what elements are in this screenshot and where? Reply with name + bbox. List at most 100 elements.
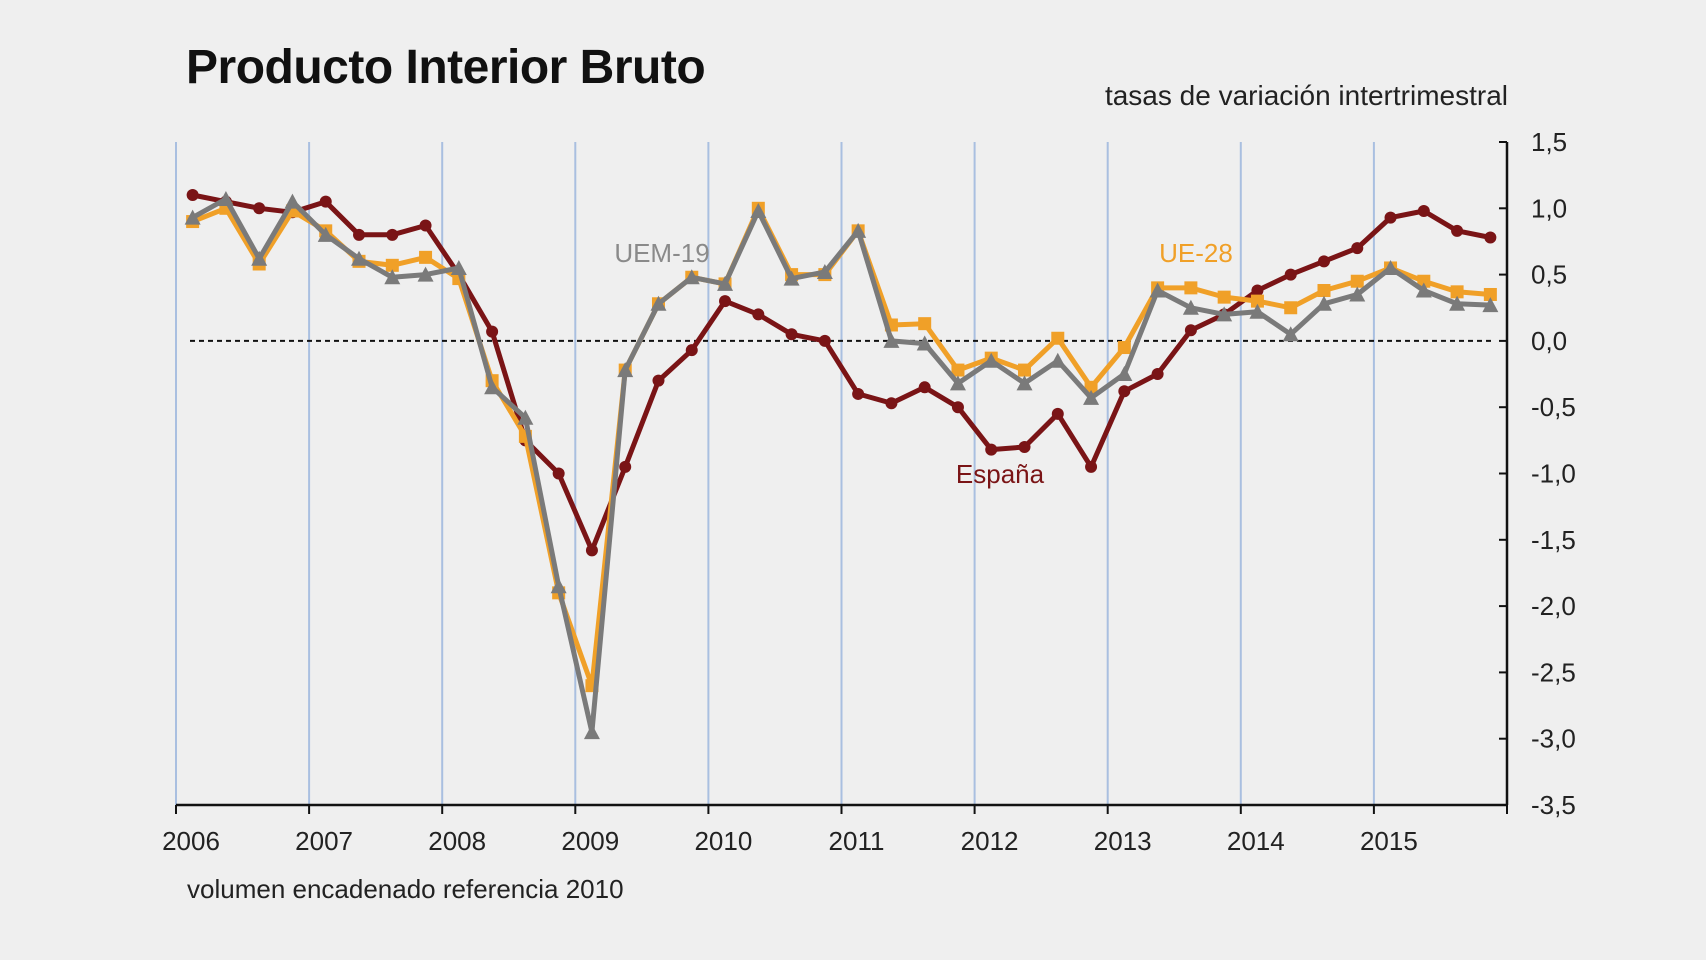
data-point xyxy=(1317,284,1331,298)
data-point xyxy=(450,259,467,275)
data-point xyxy=(384,269,401,285)
data-point xyxy=(585,544,598,557)
y-tick-label: -1,0 xyxy=(1531,459,1576,489)
data-point xyxy=(850,222,867,238)
data-point xyxy=(1149,282,1166,298)
data-point xyxy=(1449,295,1466,311)
axes: 2006 2007 2008 2009 2010 2011 2012 2013 2014 2015… xyxy=(162,127,1576,856)
data-point xyxy=(253,202,266,215)
data-point xyxy=(1251,284,1264,297)
x-tick-label: 2008 xyxy=(428,826,486,856)
data-point xyxy=(1116,366,1133,382)
data-point xyxy=(386,228,399,241)
data-point xyxy=(918,381,931,394)
data-point xyxy=(1350,274,1364,288)
data-point xyxy=(1415,282,1432,298)
data-point xyxy=(1351,242,1364,255)
x-tick-label: 2015 xyxy=(1360,826,1418,856)
x-tick-label: 2010 xyxy=(694,826,752,856)
data-point xyxy=(1018,440,1031,453)
y-tick-label: 0,5 xyxy=(1531,260,1567,290)
data-point xyxy=(650,295,667,311)
data-point xyxy=(1049,352,1066,368)
data-point xyxy=(785,328,798,341)
y-tick-label: -2,0 xyxy=(1531,591,1576,621)
data-point xyxy=(1250,294,1264,308)
data-point xyxy=(1417,274,1431,288)
data-point xyxy=(1484,231,1497,244)
data-point xyxy=(1249,303,1266,319)
data-point xyxy=(1482,297,1499,313)
data-point xyxy=(186,189,199,202)
data-point xyxy=(1182,299,1199,315)
chart-subtitle: tasas de variación intertrimestral xyxy=(1104,80,1508,111)
data-point xyxy=(951,363,965,377)
data-point xyxy=(1284,268,1297,281)
y-tick-label: -3,0 xyxy=(1531,724,1576,754)
data-point xyxy=(1184,324,1197,337)
y-tick-label: 0,0 xyxy=(1531,326,1567,356)
data-point xyxy=(552,467,565,480)
data-point xyxy=(683,269,700,285)
data-point xyxy=(1317,255,1330,268)
x-tick-label: 2007 xyxy=(295,826,353,856)
data-point xyxy=(583,724,600,740)
data-point xyxy=(284,193,301,209)
data-point xyxy=(1382,259,1399,275)
x-tick-label: 2009 xyxy=(561,826,619,856)
data-point xyxy=(317,226,334,242)
data-point xyxy=(685,344,698,357)
data-point xyxy=(1450,285,1464,299)
data-point xyxy=(951,401,964,414)
data-point xyxy=(319,195,332,208)
data-point xyxy=(949,375,966,391)
series-espa-a xyxy=(186,189,1497,557)
data-point xyxy=(1483,287,1497,301)
data-point xyxy=(1384,211,1397,224)
data-point xyxy=(517,409,534,425)
series-label: España xyxy=(956,459,1045,489)
data-point xyxy=(385,258,399,272)
x-tick-label: 2011 xyxy=(829,826,885,856)
series-uem-19 xyxy=(184,191,1499,740)
data-point xyxy=(1118,385,1131,398)
data-point xyxy=(916,335,933,351)
data-point xyxy=(184,209,201,225)
data-point xyxy=(985,443,998,456)
data-point xyxy=(885,397,898,410)
data-point xyxy=(1184,281,1198,295)
data-point xyxy=(783,270,800,286)
data-point xyxy=(918,317,932,331)
series-line xyxy=(191,196,1491,735)
series-labels: UEM-19 UE-28 España xyxy=(614,238,1233,489)
series-label: UE-28 xyxy=(1159,238,1233,268)
data-point xyxy=(1417,204,1430,217)
x-tick-label: 2013 xyxy=(1094,826,1152,856)
data-point xyxy=(883,332,900,348)
data-point xyxy=(652,374,665,387)
data-point xyxy=(617,362,634,378)
data-point xyxy=(818,334,831,347)
data-point xyxy=(1151,368,1164,381)
series xyxy=(184,189,1499,740)
y-tick-label: -3,5 xyxy=(1531,790,1576,820)
data-point xyxy=(1282,326,1299,342)
data-point xyxy=(550,578,567,594)
data-point xyxy=(983,352,1000,368)
data-point xyxy=(486,325,499,338)
data-point xyxy=(351,250,368,266)
data-point xyxy=(1018,363,1032,377)
x-tick-label: 2014 xyxy=(1227,826,1285,856)
y-tick-label: -2,5 xyxy=(1531,657,1576,687)
data-point xyxy=(217,191,234,207)
chart-title: Producto Interior Bruto xyxy=(186,41,706,94)
data-point xyxy=(1083,389,1100,405)
series-label: UEM-19 xyxy=(614,238,709,268)
y-tick-label: -0,5 xyxy=(1531,392,1576,422)
data-point xyxy=(417,266,434,282)
y-tick-label: -1,5 xyxy=(1531,525,1576,555)
data-point xyxy=(1051,407,1064,420)
data-point xyxy=(1284,301,1298,315)
data-point xyxy=(1451,224,1464,237)
